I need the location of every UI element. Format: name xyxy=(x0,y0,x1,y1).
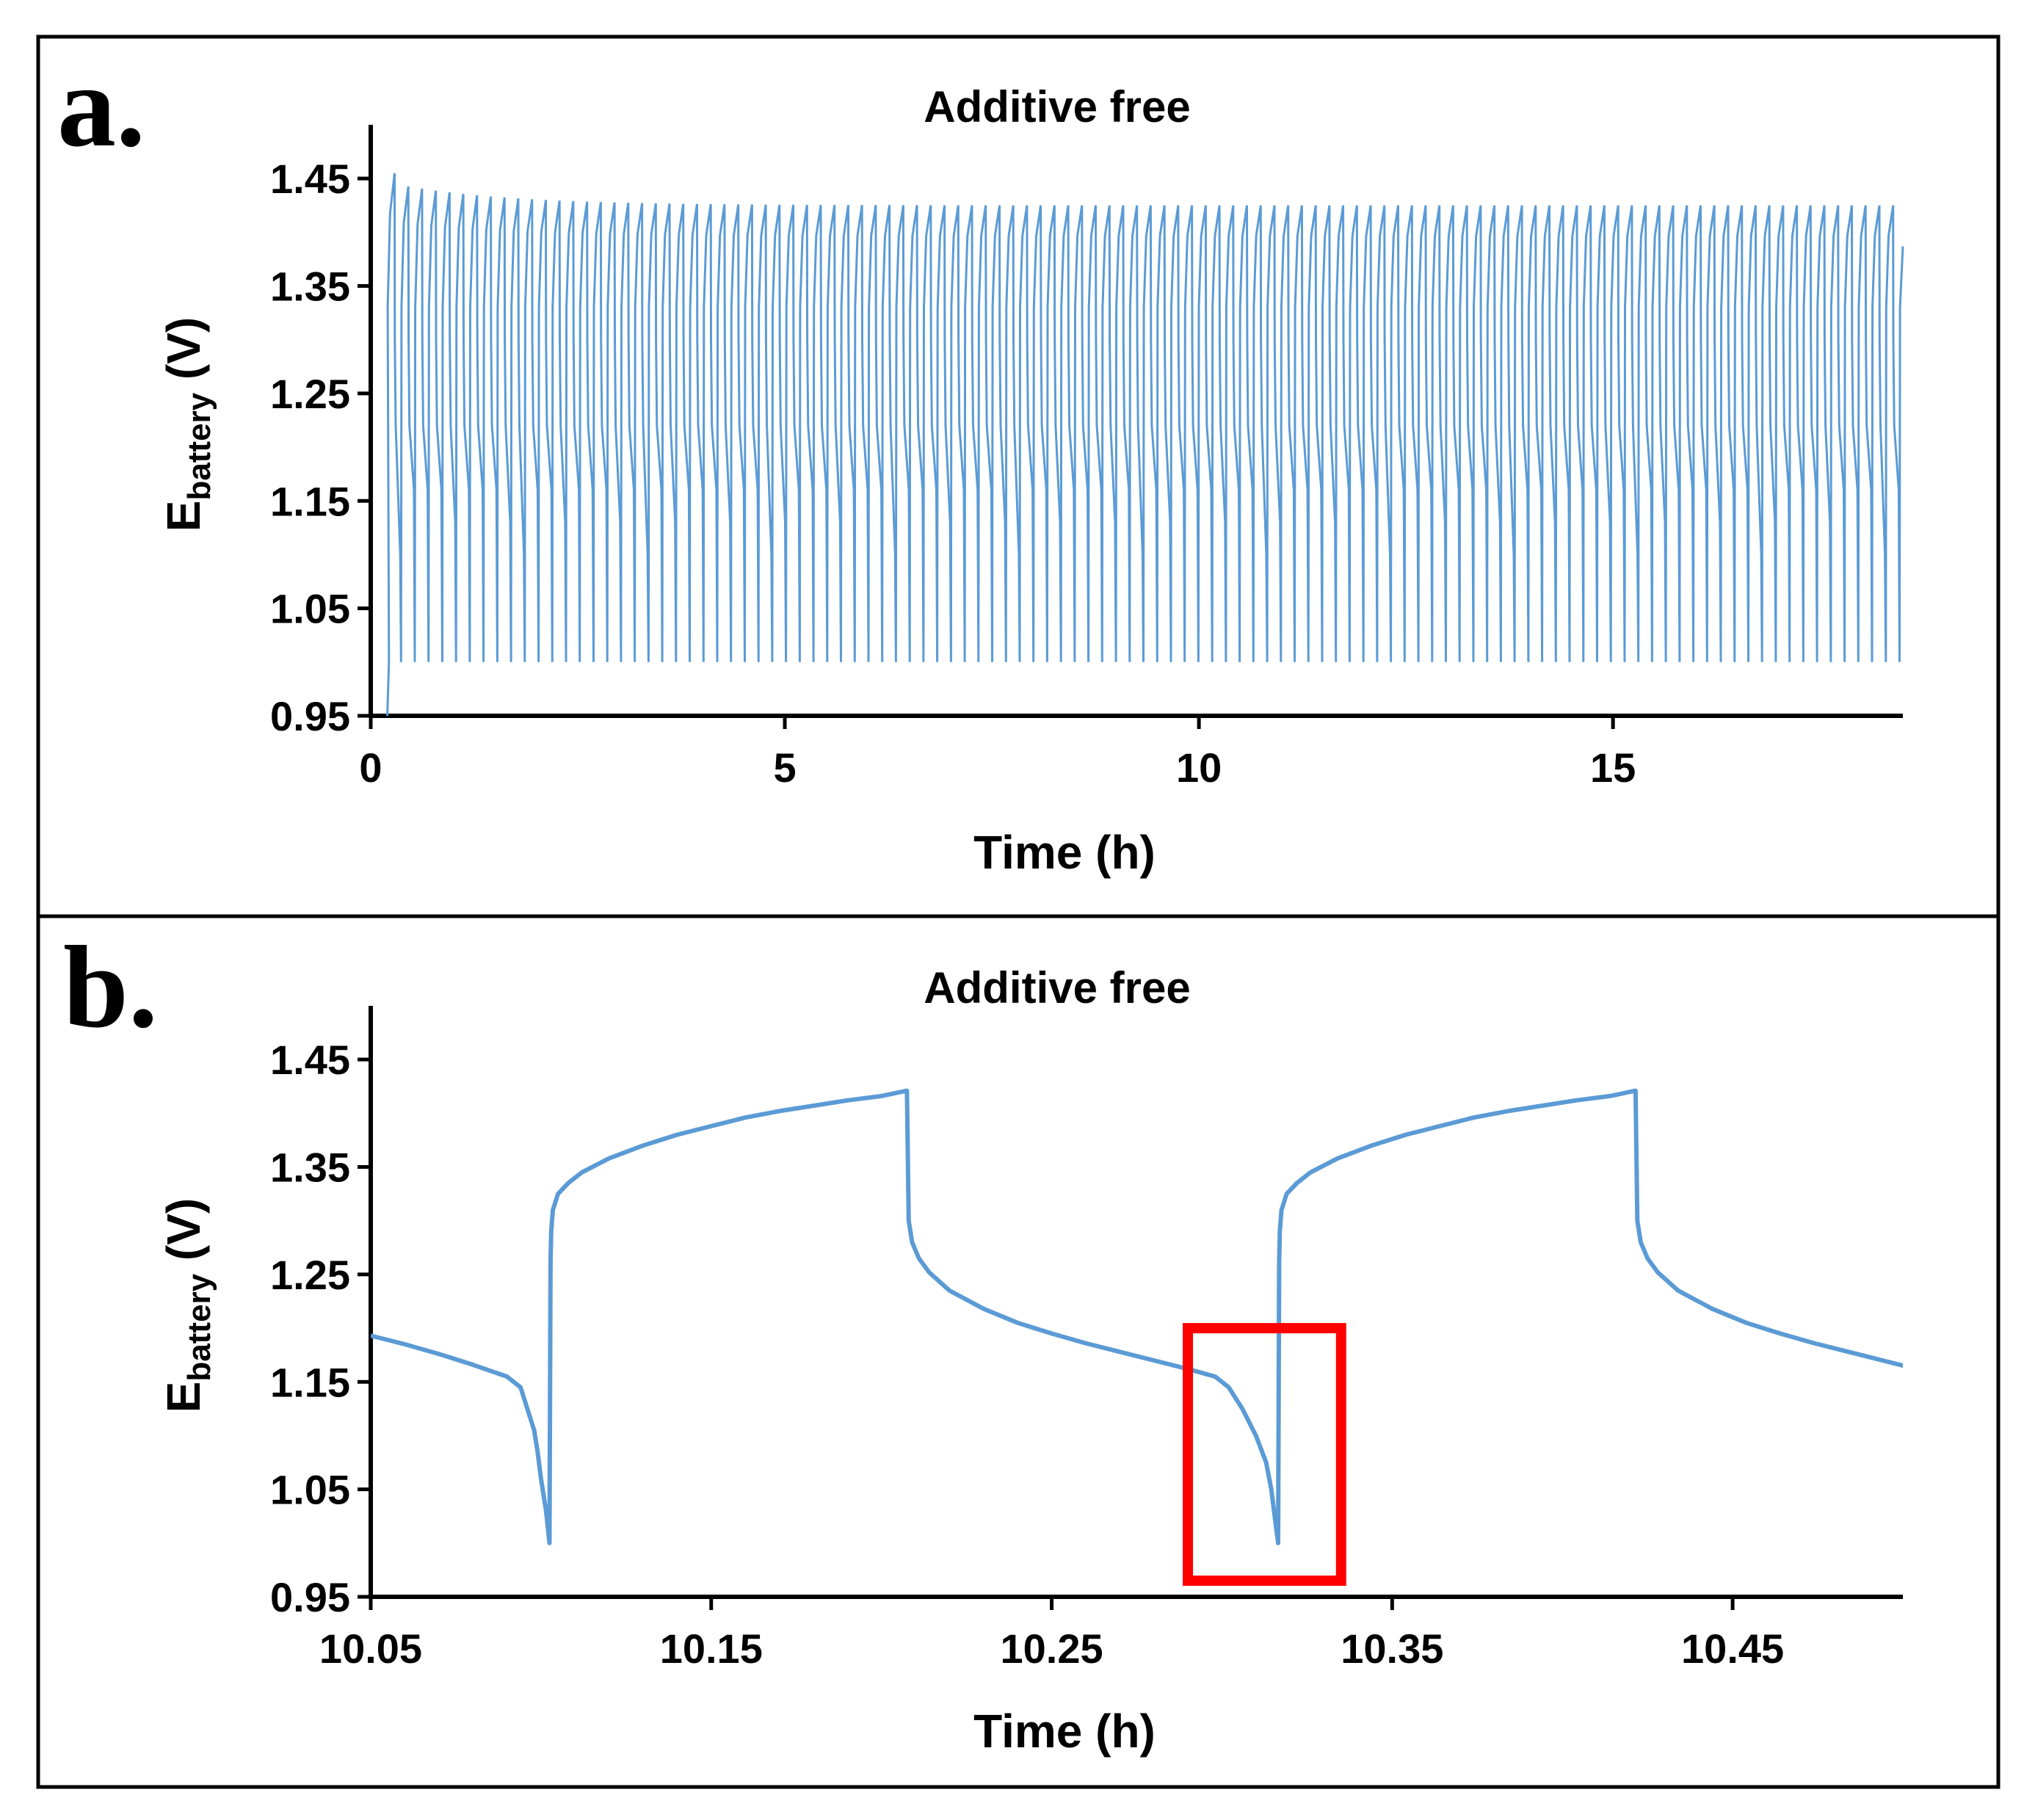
panel-a-x-tick-label: 10 xyxy=(1176,744,1222,791)
panel-a-x-tick-label: 15 xyxy=(1590,744,1636,791)
panel-b-series-line xyxy=(371,1088,1903,1545)
panel-a-x-axis-label: Time (h) xyxy=(973,826,1156,879)
panel-a-y-tick-label: 0.95 xyxy=(270,693,350,739)
panel-b-y-tick-label: 1.05 xyxy=(270,1467,350,1513)
panel-a-title: Additive free xyxy=(924,82,1190,131)
panel-b-y-tick-label: 1.35 xyxy=(270,1145,350,1191)
panel-b-plot-area: 0.95 1.05 1.15 1.25 1.35 1.45 10.05 10.15 10.25 1… xyxy=(270,1006,1903,1672)
panel-b-y-axis-label-unit: (V) xyxy=(157,1198,210,1274)
chart-panel-a: a. Additive free 0.95 1.05 1.15 1.25 1.35 1.4… xyxy=(57,40,1904,879)
panel-a-x-tick-label: 5 xyxy=(773,744,796,791)
panel-b-title: Additive free xyxy=(924,963,1190,1012)
panel-b-y-tick-label: 1.15 xyxy=(270,1359,350,1405)
panel-a-y-tick-label: 1.15 xyxy=(270,478,350,524)
panel-b-frame xyxy=(36,914,2001,1789)
panel-a-x-tick-label: 0 xyxy=(359,744,382,791)
panel-b-y-tick-label: 1.25 xyxy=(270,1252,350,1298)
panel-b-label: b. xyxy=(63,921,158,1052)
panel-a-label: a. xyxy=(57,40,145,171)
panel-b-x-axis-label: Time (h) xyxy=(973,1705,1156,1758)
panel-a-series-line xyxy=(386,173,1904,717)
panel-a-y-tick-label: 1.35 xyxy=(270,264,350,310)
panel-a-y-tick-label: 1.25 xyxy=(270,371,350,417)
panel-b-x-tick-label: 10.25 xyxy=(1000,1625,1103,1672)
panel-a-y-tick-label: 1.05 xyxy=(270,586,350,632)
panel-b-x-tick-label: 10.35 xyxy=(1341,1625,1443,1672)
panel-a-plot-area: 0.95 1.05 1.15 1.25 1.35 1.45 0 5 10 15 xyxy=(270,125,1904,791)
panel-b-y-axis-label-subscript: battery xyxy=(181,1273,217,1381)
panel-b-y-tick-label: 1.45 xyxy=(270,1037,350,1083)
panel-b-x-tick-label: 10.45 xyxy=(1681,1625,1784,1672)
panel-b-x-tick-label: 10.05 xyxy=(319,1625,422,1672)
panel-b-y-axis-label-main: E xyxy=(157,1382,210,1413)
chart-panel-b: b. Additive free 0.95 1.05 1.15 1.25 1.35 1.4… xyxy=(63,921,1903,1758)
panel-a-y-axis-label-main: E xyxy=(157,501,210,532)
panel-a-y-axis-label-subscript: battery xyxy=(181,392,217,500)
panel-b-y-tick-label: 0.95 xyxy=(270,1574,350,1620)
panel-b-highlight-box xyxy=(1183,1323,1346,1587)
panel-a-y-tick-label: 1.45 xyxy=(270,156,350,202)
panel-a-y-axis-label: Ebattery (V) xyxy=(157,317,217,532)
panel-b-x-tick-label: 10.15 xyxy=(660,1625,763,1672)
panel-b-y-axis-label: Ebattery (V) xyxy=(157,1198,217,1413)
panel-a-y-axis-label-unit: (V) xyxy=(157,317,210,393)
